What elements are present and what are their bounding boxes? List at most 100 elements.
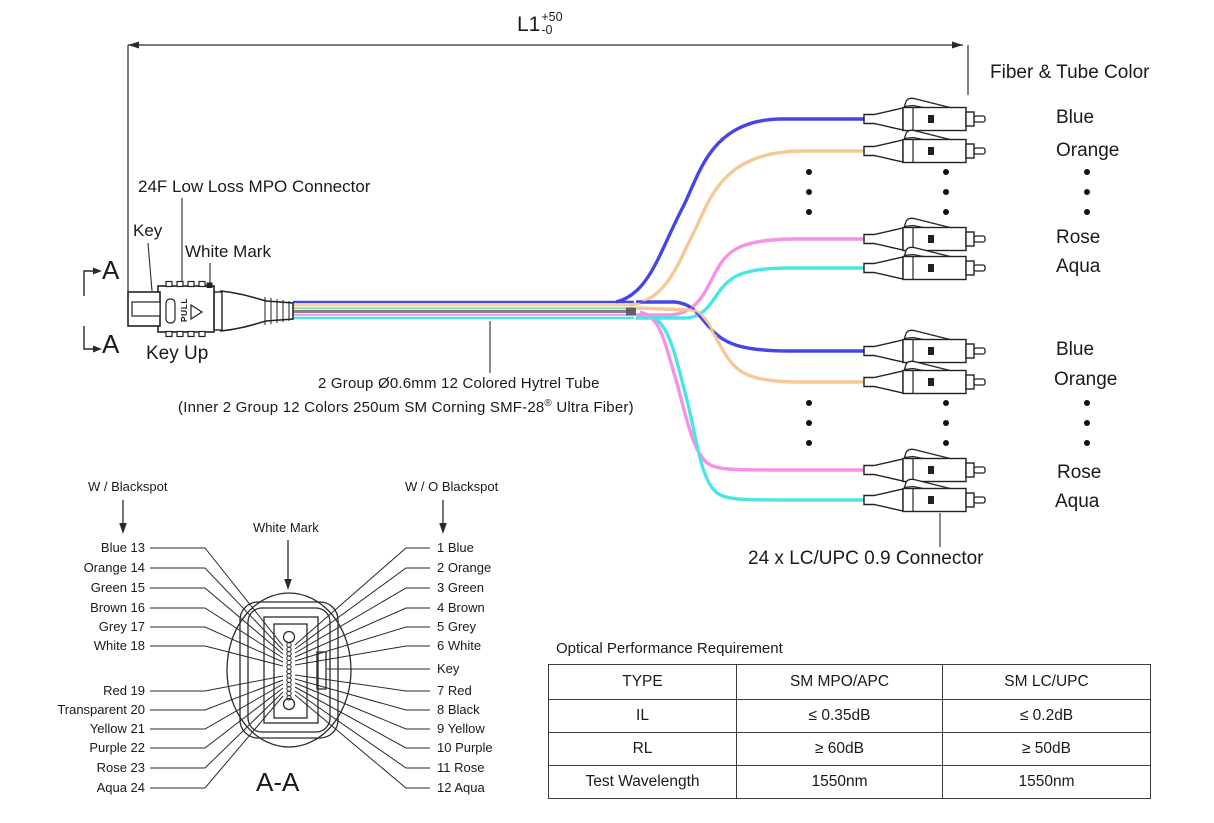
mpo-connector bbox=[127, 280, 294, 338]
cable-bundle bbox=[293, 300, 636, 320]
cable-note-line1: 2 Group Ø0.6mm 12 Colored Hytrel Tube bbox=[318, 375, 600, 392]
lc-connectors bbox=[863, 97, 986, 513]
section-mark-bottom bbox=[83, 326, 95, 350]
fanout-wires bbox=[615, 117, 870, 502]
table-row-il: IL ≤ 0.35dB ≤ 0.2dB bbox=[548, 699, 1151, 733]
lc-connector bbox=[863, 129, 986, 164]
table-cell: IL bbox=[548, 699, 737, 733]
group2-label-aqua: Aqua bbox=[1055, 491, 1100, 512]
group1-label-blue: Blue bbox=[1056, 107, 1095, 128]
lc-connector bbox=[863, 329, 986, 364]
aa-right-label: 9 Yellow bbox=[437, 721, 485, 736]
mpo-arrow bbox=[190, 303, 204, 321]
aa-left-label: Blue 13 bbox=[100, 540, 145, 555]
aa-arrowhead-left bbox=[119, 523, 127, 534]
cable-note-line2: (Inner 2 Group 12 Colors 250um SM Cornin… bbox=[178, 398, 634, 417]
aa-right-header: W / O Blackspot bbox=[405, 479, 499, 494]
aa-title: A-A bbox=[256, 767, 300, 797]
section-arrow-top bbox=[93, 267, 102, 275]
aa-left-label: Transparent 20 bbox=[57, 702, 145, 717]
aa-guide-hole-bottom bbox=[282, 697, 296, 711]
mpo-collar bbox=[213, 291, 223, 331]
ellipsis-dots bbox=[806, 169, 1090, 446]
table-cell: 1550nm bbox=[736, 765, 943, 799]
table-header-row: TYPE SM MPO/APC SM LC/UPC bbox=[548, 664, 1151, 700]
table-header-type: TYPE bbox=[548, 664, 737, 700]
dimension-name: L1 bbox=[517, 13, 541, 36]
aa-left-label: Aqua 24 bbox=[96, 780, 145, 795]
table-cell: Test Wavelength bbox=[548, 765, 737, 799]
aa-guide-hole-top bbox=[282, 630, 296, 644]
mpo-key-up-label: Key Up bbox=[146, 343, 209, 364]
aa-left-label: Orange 14 bbox=[83, 560, 145, 575]
group2-label-blue: Blue bbox=[1056, 339, 1095, 360]
lc-connector bbox=[863, 360, 986, 395]
aa-left-label: Green 15 bbox=[90, 580, 145, 595]
aa-left-label: Red 19 bbox=[103, 683, 145, 698]
aa-left-label: Yellow 21 bbox=[89, 721, 145, 736]
cable-note-line2-pre: (Inner 2 Group 12 Colors 250um SM Cornin… bbox=[178, 399, 545, 416]
mpo-connector-label: 24F Low Loss MPO Connector bbox=[138, 177, 371, 196]
group1-label-aqua: Aqua bbox=[1056, 256, 1101, 277]
aa-right-label: 12 Aqua bbox=[437, 780, 485, 795]
table-header-lc: SM LC/UPC bbox=[942, 664, 1151, 700]
group1-label-orange: Orange bbox=[1056, 140, 1120, 161]
section-letter-top: A bbox=[102, 255, 120, 285]
aa-white-mark-label: White Mark bbox=[253, 520, 319, 535]
table-cell: ≥ 50dB bbox=[942, 732, 1151, 766]
aa-right-label: 7 Red bbox=[437, 683, 472, 698]
dimension-upper: +50 bbox=[541, 10, 563, 24]
aa-left-label: Rose 23 bbox=[96, 760, 145, 775]
aa-arrows bbox=[122, 500, 444, 580]
aa-cross-section bbox=[226, 592, 352, 748]
table-cell: 1550nm bbox=[942, 765, 1151, 799]
leader-lines bbox=[147, 198, 941, 547]
mpo-pull-text: PULL bbox=[179, 297, 189, 323]
fiber-tube-color-heading: Fiber & Tube Color bbox=[990, 62, 1150, 83]
lc-connector bbox=[863, 478, 986, 513]
aa-left-label: Brown 16 bbox=[90, 600, 145, 615]
table-title: Optical Performance Requirement bbox=[556, 640, 783, 657]
lc-connector bbox=[863, 448, 986, 483]
mpo-ferrule-slot bbox=[131, 301, 161, 317]
dim-arrow-left bbox=[128, 41, 139, 49]
section-mark-top bbox=[83, 270, 95, 296]
dimension-tolerance: +50 -0 bbox=[541, 10, 563, 38]
table-cell: ≥ 60dB bbox=[736, 732, 943, 766]
aa-right-label: 4 Brown bbox=[437, 600, 485, 615]
lc-connector bbox=[863, 97, 986, 132]
mpo-white-mark bbox=[206, 282, 213, 288]
bundle-end-cap bbox=[626, 307, 636, 316]
aa-right-label: 6 White bbox=[437, 638, 482, 653]
mpo-slot bbox=[165, 298, 176, 324]
aa-left-header: W / Blackspot bbox=[88, 479, 168, 494]
aa-right-label: 1 Blue bbox=[437, 540, 474, 555]
table-header-mpo: SM MPO/APC bbox=[736, 664, 943, 700]
dimension-lower: -0 bbox=[541, 23, 553, 38]
table-row-rl: RL ≥ 60dB ≥ 50dB bbox=[548, 732, 1151, 766]
aa-right-label: 3 Green bbox=[437, 580, 484, 595]
aa-right-label: 5 Grey bbox=[437, 619, 477, 634]
group1-label-rose: Rose bbox=[1056, 227, 1101, 248]
aa-key-notch bbox=[316, 651, 327, 690]
cable-note-line2-post: Ultra Fiber) bbox=[552, 399, 634, 416]
aa-right-label: 11 Rose bbox=[437, 760, 485, 775]
dimension-label: L1 +50 -0 bbox=[517, 10, 563, 38]
lc-connector bbox=[863, 217, 986, 252]
table-row-wavelength: Test Wavelength 1550nm 1550nm bbox=[548, 765, 1151, 799]
aa-right-label: 10 Purple bbox=[437, 740, 493, 755]
table-cell: ≤ 0.35dB bbox=[736, 699, 943, 733]
aa-right-label-key: Key bbox=[437, 661, 460, 676]
table-cell: RL bbox=[548, 732, 737, 766]
lc-connector bbox=[863, 246, 986, 281]
aa-fiber-stack bbox=[286, 642, 292, 701]
registered-mark: ® bbox=[544, 398, 552, 409]
section-letter-bottom: A bbox=[102, 329, 120, 359]
mpo-key-label: Key bbox=[133, 221, 163, 240]
aa-right-label: 2 Orange bbox=[437, 560, 492, 575]
aa-left-label: Grey 17 bbox=[98, 619, 145, 634]
performance-table: TYPE SM MPO/APC SM LC/UPC IL ≤ 0.35dB ≤ … bbox=[548, 664, 1151, 799]
section-arrow-bottom bbox=[93, 345, 102, 353]
dim-arrow-right bbox=[952, 41, 963, 49]
